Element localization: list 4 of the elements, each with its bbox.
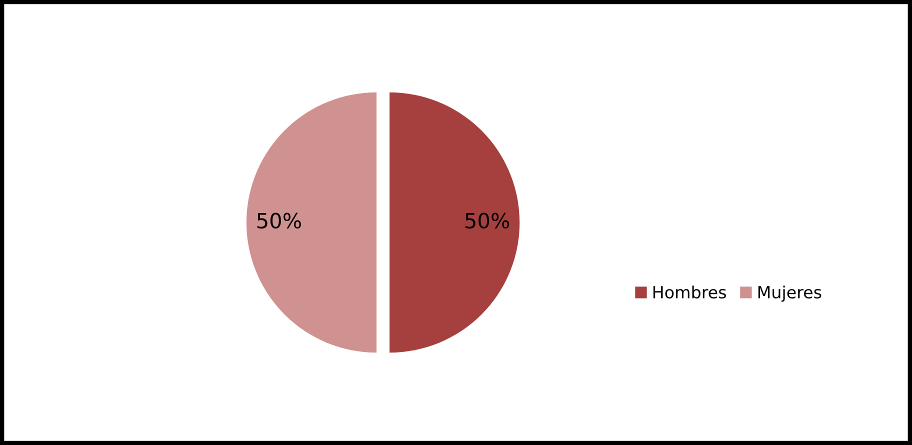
data-label: 50% bbox=[257, 212, 301, 229]
legend-label: Hombres bbox=[653, 286, 726, 299]
data-label: 50% bbox=[466, 212, 510, 229]
legend-label: Mujeres bbox=[758, 286, 822, 302]
